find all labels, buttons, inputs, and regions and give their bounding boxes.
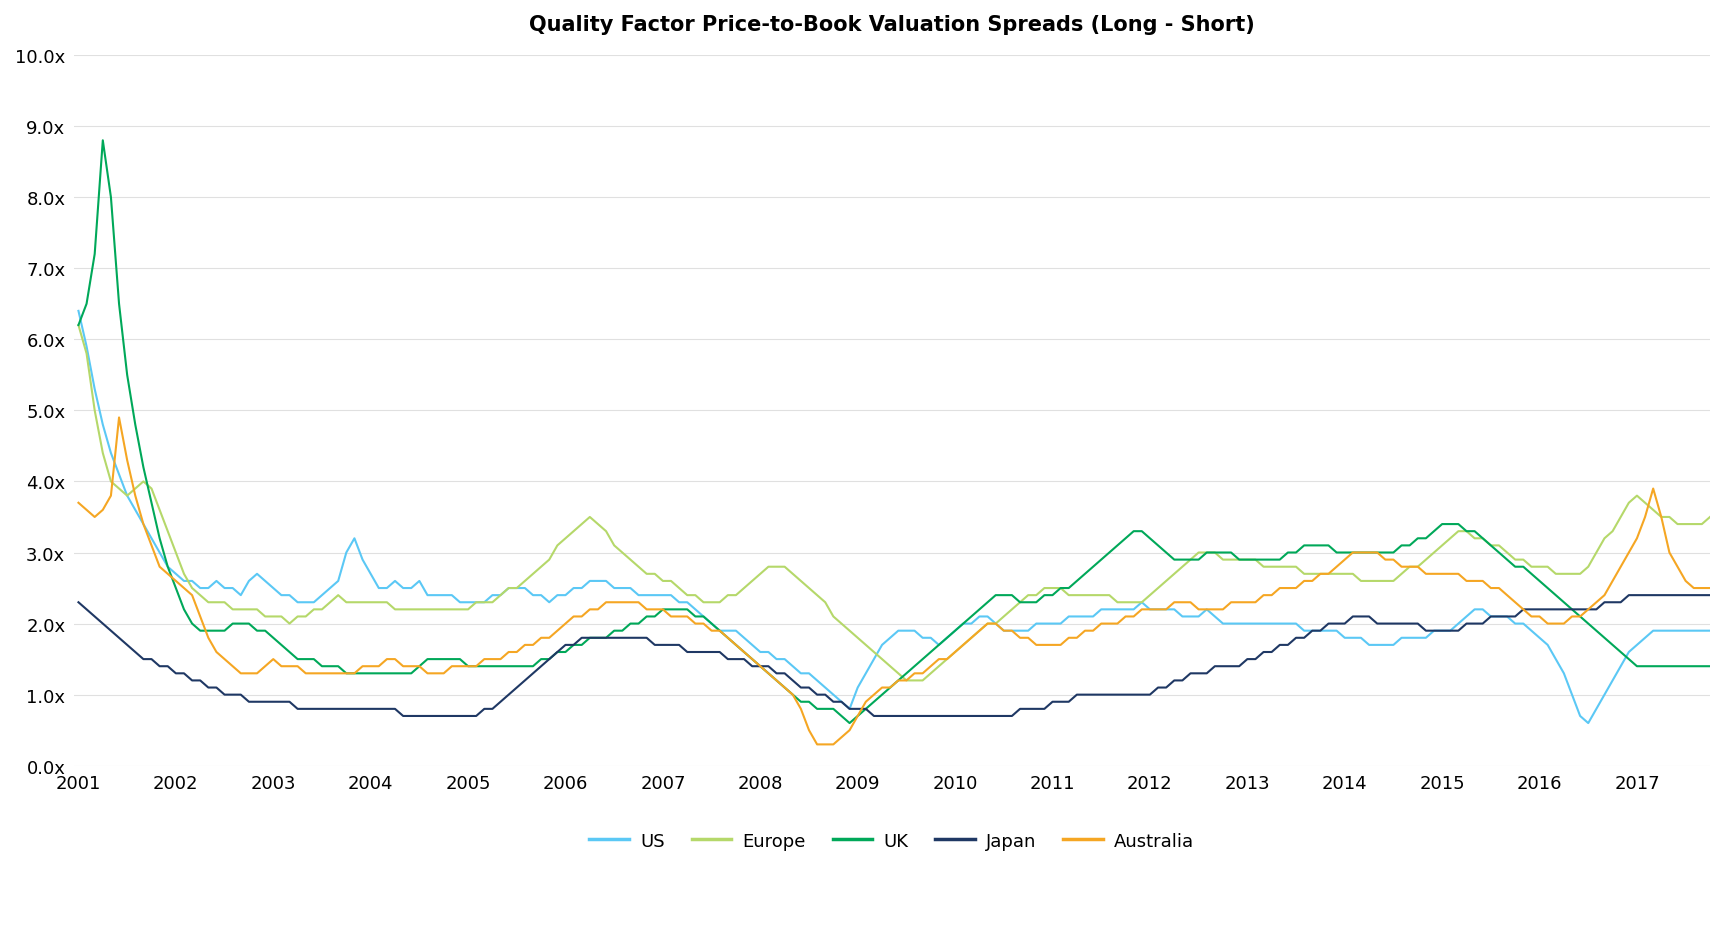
Europe (937, 654, 957, 665)
UK (840, 717, 861, 728)
Australia (67, 497, 88, 509)
Japan (247, 696, 267, 707)
Europe (247, 604, 267, 615)
Japan (514, 676, 535, 687)
Japan (1716, 590, 1725, 601)
Japan (904, 711, 925, 722)
Line: US: US (78, 312, 1725, 723)
Europe (507, 583, 528, 594)
UK (67, 320, 88, 331)
US (1716, 625, 1725, 637)
UK (1716, 661, 1725, 672)
UK (352, 668, 373, 679)
Australia (1302, 575, 1323, 586)
Australia (913, 668, 933, 679)
Legend: US, Europe, UK, Japan, Australia: US, Europe, UK, Japan, Australia (583, 825, 1201, 857)
US (1578, 717, 1599, 728)
UK (945, 625, 966, 637)
Line: Japan: Japan (78, 596, 1725, 716)
Australia (109, 412, 129, 423)
Europe (67, 320, 88, 331)
Europe (1294, 569, 1314, 580)
Line: Australia: Australia (78, 418, 1725, 744)
Europe (1716, 491, 1725, 502)
US (895, 625, 916, 637)
UK (1302, 540, 1323, 551)
UK (93, 135, 114, 147)
US (507, 583, 528, 594)
Australia (945, 647, 966, 658)
Australia (514, 639, 535, 651)
Australia (807, 739, 828, 750)
Europe (904, 676, 925, 687)
Japan (343, 703, 364, 715)
UK (913, 654, 933, 665)
Title: Quality Factor Price-to-Book Valuation Spreads (Long - Short): Quality Factor Price-to-Book Valuation S… (530, 15, 1254, 35)
Europe (895, 676, 916, 687)
US (928, 639, 949, 651)
US (247, 569, 267, 580)
US (343, 534, 364, 545)
Australia (352, 661, 373, 672)
Australia (1716, 583, 1725, 594)
Europe (343, 597, 364, 608)
UK (255, 625, 276, 637)
Australia (255, 661, 276, 672)
Japan (1294, 633, 1314, 644)
US (67, 306, 88, 317)
Japan (937, 711, 957, 722)
US (1285, 618, 1306, 629)
Japan (67, 597, 88, 608)
Japan (393, 711, 414, 722)
UK (514, 661, 535, 672)
Line: UK: UK (78, 141, 1725, 723)
Japan (1618, 590, 1639, 601)
Line: Europe: Europe (78, 326, 1725, 681)
